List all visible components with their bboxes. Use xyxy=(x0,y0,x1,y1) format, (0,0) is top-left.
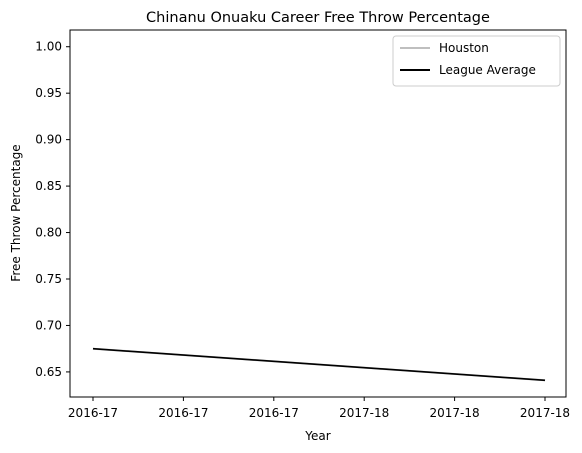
x-tick-label: 2017-18 xyxy=(520,406,570,420)
plot-frame xyxy=(69,29,567,398)
series-layer xyxy=(92,347,546,382)
y-tick-label: 0.95 xyxy=(35,86,62,100)
legend: Houston League Average xyxy=(392,35,561,87)
x-axis-label: Year xyxy=(304,429,330,443)
x-tick-label: 2016-17 xyxy=(249,406,299,420)
series-line-league-average xyxy=(92,347,546,382)
plot-area xyxy=(69,29,567,398)
y-tick-label: 0.90 xyxy=(35,133,62,147)
y-tick-label: 0.70 xyxy=(35,318,62,332)
chart-title: Chinanu Onuaku Career Free Throw Percent… xyxy=(146,10,490,26)
x-axis: 2016-17 2016-17 2016-17 2017-18 2017-18 2017-… xyxy=(68,397,570,420)
y-tick-label: 0.75 xyxy=(35,272,62,286)
y-tick-label: 0.65 xyxy=(35,365,62,379)
x-tick-label: 2016-17 xyxy=(158,406,208,420)
legend-box xyxy=(392,35,561,87)
x-tick-label: 2016-17 xyxy=(68,406,118,420)
x-tick-label: 2017-18 xyxy=(339,406,389,420)
legend-label-houston: Houston xyxy=(439,41,489,55)
y-axis: 0.65 0.70 0.75 0.80 0.85 0.90 0.95 1.00 xyxy=(35,40,70,379)
y-tick-label: 0.85 xyxy=(35,179,62,193)
legend-label-league-average: League Average xyxy=(439,63,536,77)
y-tick-label: 0.80 xyxy=(35,226,62,240)
y-tick-label: 1.00 xyxy=(35,40,62,54)
x-tick-label: 2017-18 xyxy=(430,406,480,420)
y-axis-label: Free Throw Percentage xyxy=(9,144,23,281)
